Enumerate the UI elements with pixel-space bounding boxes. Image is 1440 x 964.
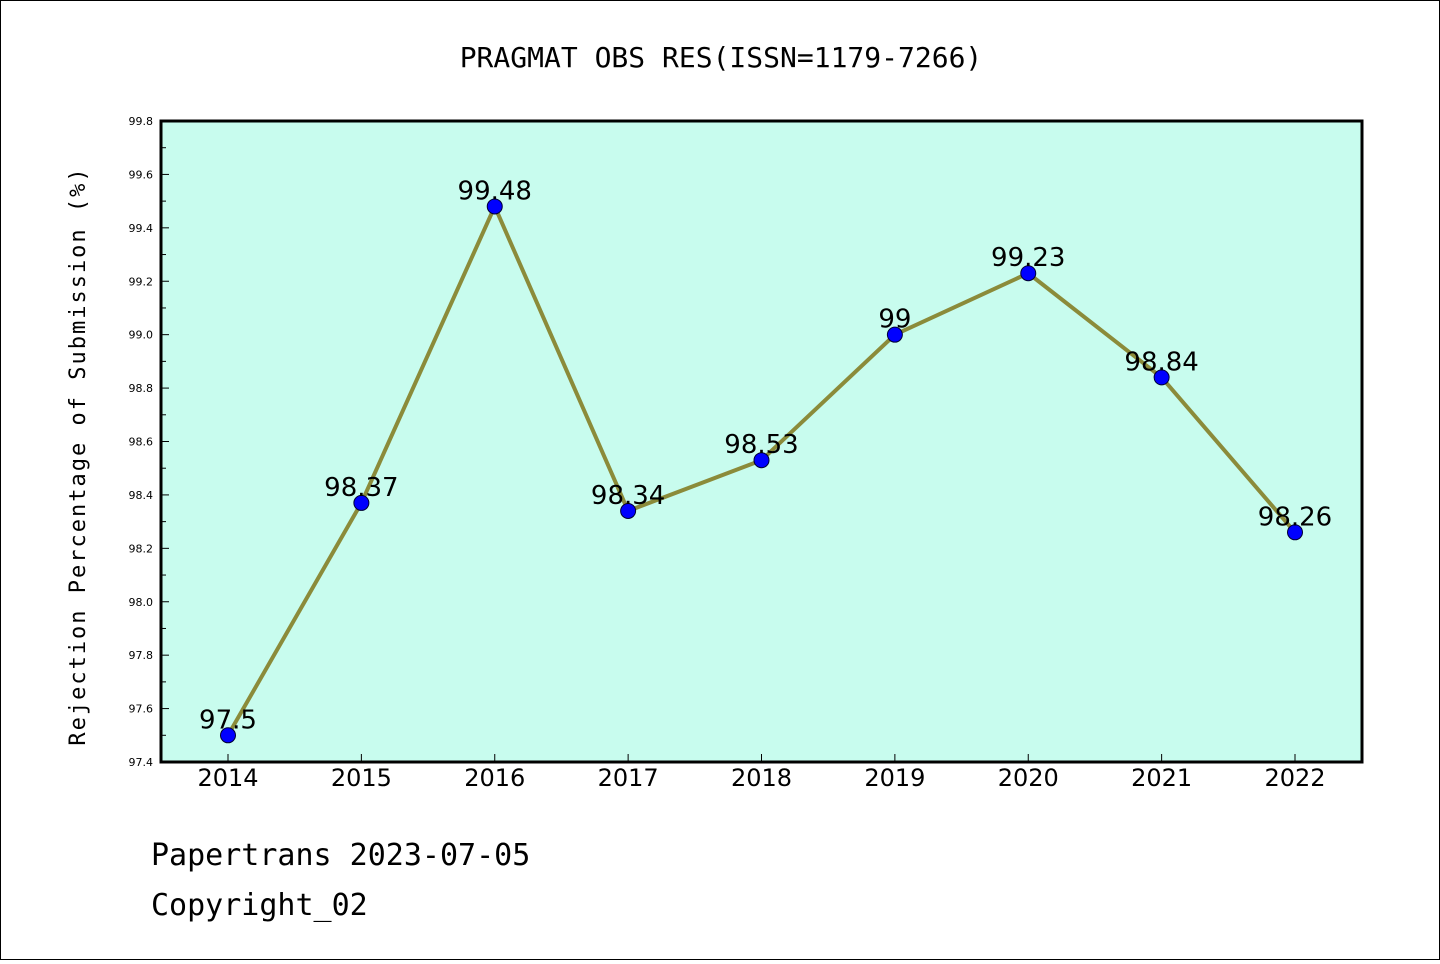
data-point (486, 198, 503, 215)
y-tick-label: 99.0 (129, 329, 154, 342)
x-axis: 2014 2015 2016 2017 2018 2019 2020 2021 2022 (197, 754, 1326, 792)
y-tick-label: 99.2 (129, 275, 154, 288)
y-tick-label: 98.2 (129, 542, 154, 555)
series-layer (220, 198, 1303, 744)
data-label-layer: 97.5 98.37 99.48 98.34 98.53 99 99.23 98.84 98.2… (199, 176, 1332, 735)
plot-area (159, 119, 1364, 764)
y-tick-label: 99.6 (129, 168, 154, 181)
x-tick-label: 2016 (464, 764, 525, 792)
y-tick-label: 99.8 (129, 115, 154, 128)
data-label: 98.53 (724, 430, 798, 460)
data-point (753, 452, 770, 469)
footer-date: Papertrans 2023-07-05 (151, 838, 530, 873)
y-tick-label: 98.6 (129, 436, 154, 449)
x-tick-label: 2020 (998, 764, 1059, 792)
data-label: 99.23 (991, 243, 1065, 273)
y-tick-label: 97.4 (129, 756, 154, 769)
x-tick-label: 2022 (1264, 764, 1325, 792)
data-label: 98.84 (1124, 347, 1198, 377)
x-tick-label: 2021 (1131, 764, 1192, 792)
data-point (220, 727, 236, 744)
y-tick-label: 98.0 (129, 596, 154, 609)
y-tick-label: 98.4 (129, 489, 154, 502)
data-label: 98.26 (1258, 502, 1332, 532)
x-tick-label: 2018 (731, 764, 792, 792)
data-point (1020, 265, 1037, 282)
x-tick-label: 2014 (197, 764, 258, 792)
data-label: 97.5 (199, 705, 257, 735)
x-tick-label: 2017 (598, 764, 659, 792)
data-label: 98.34 (591, 481, 665, 511)
y-axis: 97.4 97.6 97.8 98.0 98.2 98.4 98.6 98.8 99.0 99.2… (129, 115, 169, 769)
data-point (620, 502, 637, 519)
x-tick-label: 2019 (864, 764, 925, 792)
footer-copyright: Copyright_02 (151, 888, 368, 923)
y-axis-label: Rejection Percentage of Submission (%) (66, 166, 91, 745)
data-point (886, 326, 903, 343)
data-label: 99.48 (458, 176, 532, 206)
data-label: 98.37 (324, 473, 398, 503)
data-point (353, 494, 370, 511)
data-point (1153, 369, 1170, 386)
data-label: 99 (878, 305, 911, 335)
y-tick-label: 97.6 (129, 703, 154, 716)
y-tick-label: 99.4 (129, 222, 154, 235)
x-tick-label: 2015 (331, 764, 392, 792)
y-tick-label: 97.8 (129, 649, 154, 662)
chart-title: PRAGMAT OBS RES(ISSN=1179-7266) (460, 41, 983, 74)
data-point (1287, 524, 1303, 541)
y-tick-label: 98.8 (129, 382, 154, 395)
